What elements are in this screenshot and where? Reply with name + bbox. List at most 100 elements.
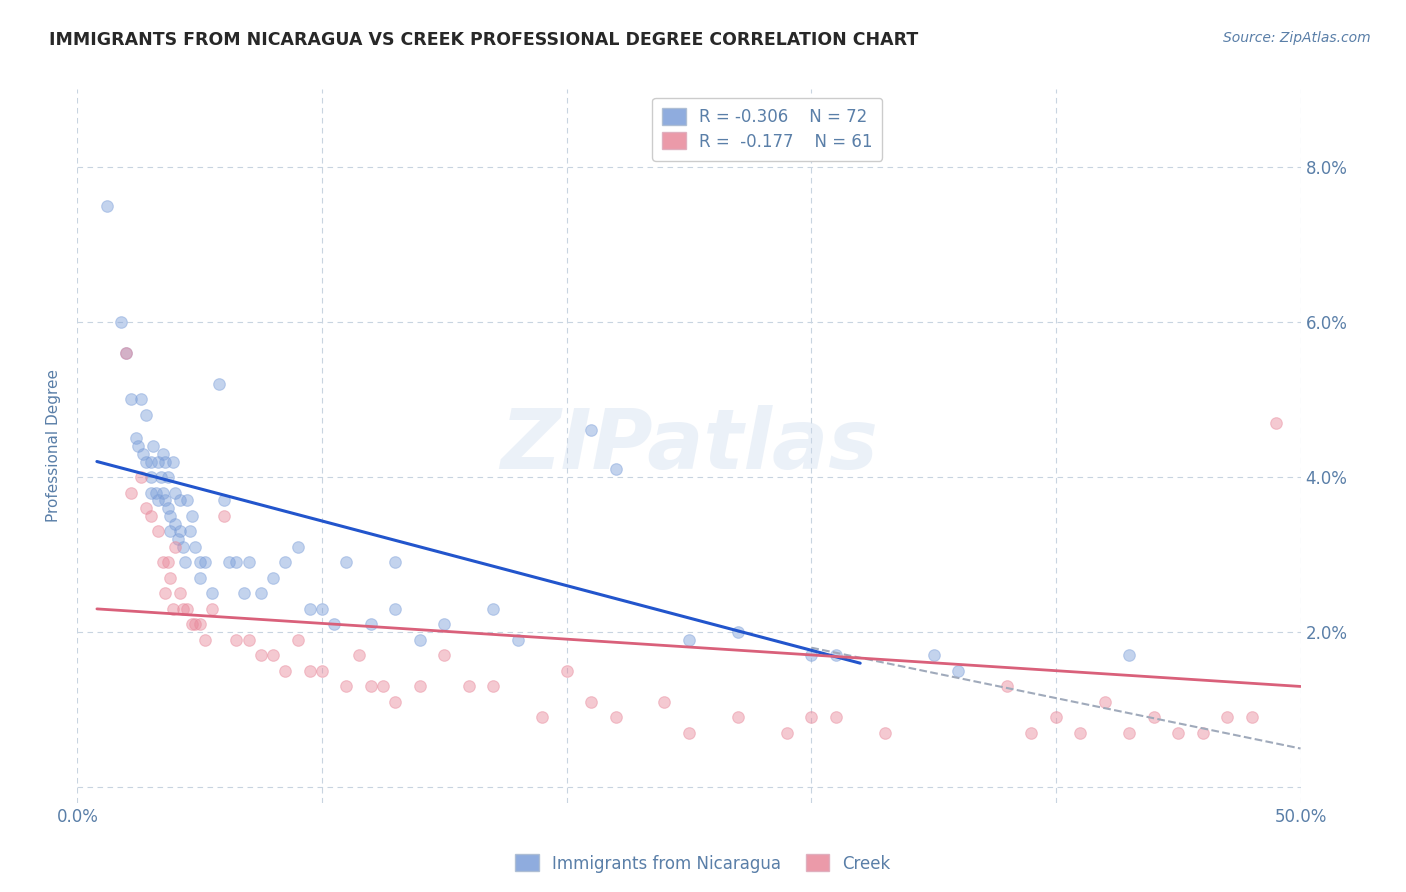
Point	[995, 680, 1018, 694]
Point	[159, 524, 181, 539]
Point	[579, 695, 602, 709]
Point	[146, 454, 169, 468]
Point	[335, 555, 357, 569]
Point	[159, 508, 181, 523]
Point	[139, 454, 162, 468]
Point	[298, 602, 321, 616]
Point	[335, 680, 357, 694]
Point	[654, 695, 676, 709]
Point	[193, 632, 215, 647]
Point	[162, 454, 184, 468]
Point	[531, 710, 554, 724]
Point	[146, 524, 169, 539]
Point	[110, 315, 132, 329]
Point	[212, 493, 235, 508]
Point	[145, 485, 167, 500]
Point	[727, 710, 749, 724]
Point	[433, 648, 456, 663]
Point	[135, 408, 157, 422]
Point	[1216, 710, 1239, 724]
Point	[125, 431, 148, 445]
Point	[165, 485, 187, 500]
Point	[274, 664, 297, 678]
Point	[142, 439, 165, 453]
Point	[176, 493, 198, 508]
Point	[1069, 726, 1091, 740]
Point	[188, 571, 211, 585]
Point	[1143, 710, 1166, 724]
Point	[605, 462, 627, 476]
Point	[120, 485, 142, 500]
Point	[1240, 710, 1263, 724]
Point	[152, 555, 174, 569]
Point	[184, 617, 207, 632]
Point	[139, 485, 162, 500]
Point	[579, 424, 602, 438]
Point	[225, 555, 247, 569]
Point	[165, 540, 187, 554]
Text: IMMIGRANTS FROM NICARAGUA VS CREEK PROFESSIONAL DEGREE CORRELATION CHART: IMMIGRANTS FROM NICARAGUA VS CREEK PROFE…	[49, 31, 918, 49]
Point	[1118, 648, 1140, 663]
Point	[201, 586, 224, 600]
Point	[1191, 726, 1213, 740]
Point	[262, 648, 284, 663]
Point	[384, 602, 406, 616]
Point	[323, 617, 346, 632]
Point	[146, 493, 169, 508]
Point	[1021, 726, 1043, 740]
Point	[188, 555, 211, 569]
Point	[262, 571, 284, 585]
Point	[824, 710, 846, 724]
Point	[139, 508, 162, 523]
Point	[181, 617, 204, 632]
Point	[678, 726, 700, 740]
Point	[172, 540, 194, 554]
Point	[179, 524, 201, 539]
Point	[384, 695, 406, 709]
Point	[176, 602, 198, 616]
Point	[384, 555, 406, 569]
Point	[115, 346, 138, 360]
Point	[238, 555, 260, 569]
Point	[155, 493, 177, 508]
Point	[208, 376, 231, 391]
Point	[212, 508, 235, 523]
Point	[172, 602, 194, 616]
Point	[347, 648, 370, 663]
Point	[360, 680, 382, 694]
Point	[482, 680, 505, 694]
Point	[287, 540, 309, 554]
Point	[155, 586, 177, 600]
Point	[311, 602, 333, 616]
Point	[1265, 416, 1288, 430]
Point	[409, 632, 432, 647]
Point	[1094, 695, 1116, 709]
Point	[800, 710, 823, 724]
Point	[201, 602, 224, 616]
Text: ZIPatlas: ZIPatlas	[501, 406, 877, 486]
Point	[776, 726, 799, 740]
Point	[371, 680, 394, 694]
Point	[115, 346, 138, 360]
Point	[96, 198, 118, 212]
Point	[555, 664, 578, 678]
Point	[139, 470, 162, 484]
Point	[218, 555, 240, 569]
Point	[678, 632, 700, 647]
Point	[152, 485, 174, 500]
Point	[156, 501, 179, 516]
Point	[873, 726, 896, 740]
Point	[169, 524, 191, 539]
Point	[149, 470, 172, 484]
Point	[824, 648, 846, 663]
Point	[409, 680, 432, 694]
Point	[120, 392, 142, 407]
Point	[298, 664, 321, 678]
Point	[250, 648, 273, 663]
Point	[605, 710, 627, 724]
Point	[159, 571, 181, 585]
Point	[156, 470, 179, 484]
Text: Source: ZipAtlas.com: Source: ZipAtlas.com	[1223, 31, 1371, 45]
Point	[727, 625, 749, 640]
Point	[174, 555, 197, 569]
